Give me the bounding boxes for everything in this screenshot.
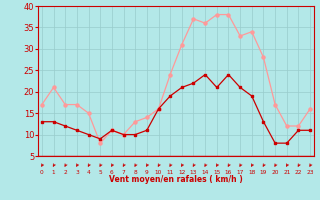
X-axis label: Vent moyen/en rafales ( km/h ): Vent moyen/en rafales ( km/h ) (109, 175, 243, 184)
